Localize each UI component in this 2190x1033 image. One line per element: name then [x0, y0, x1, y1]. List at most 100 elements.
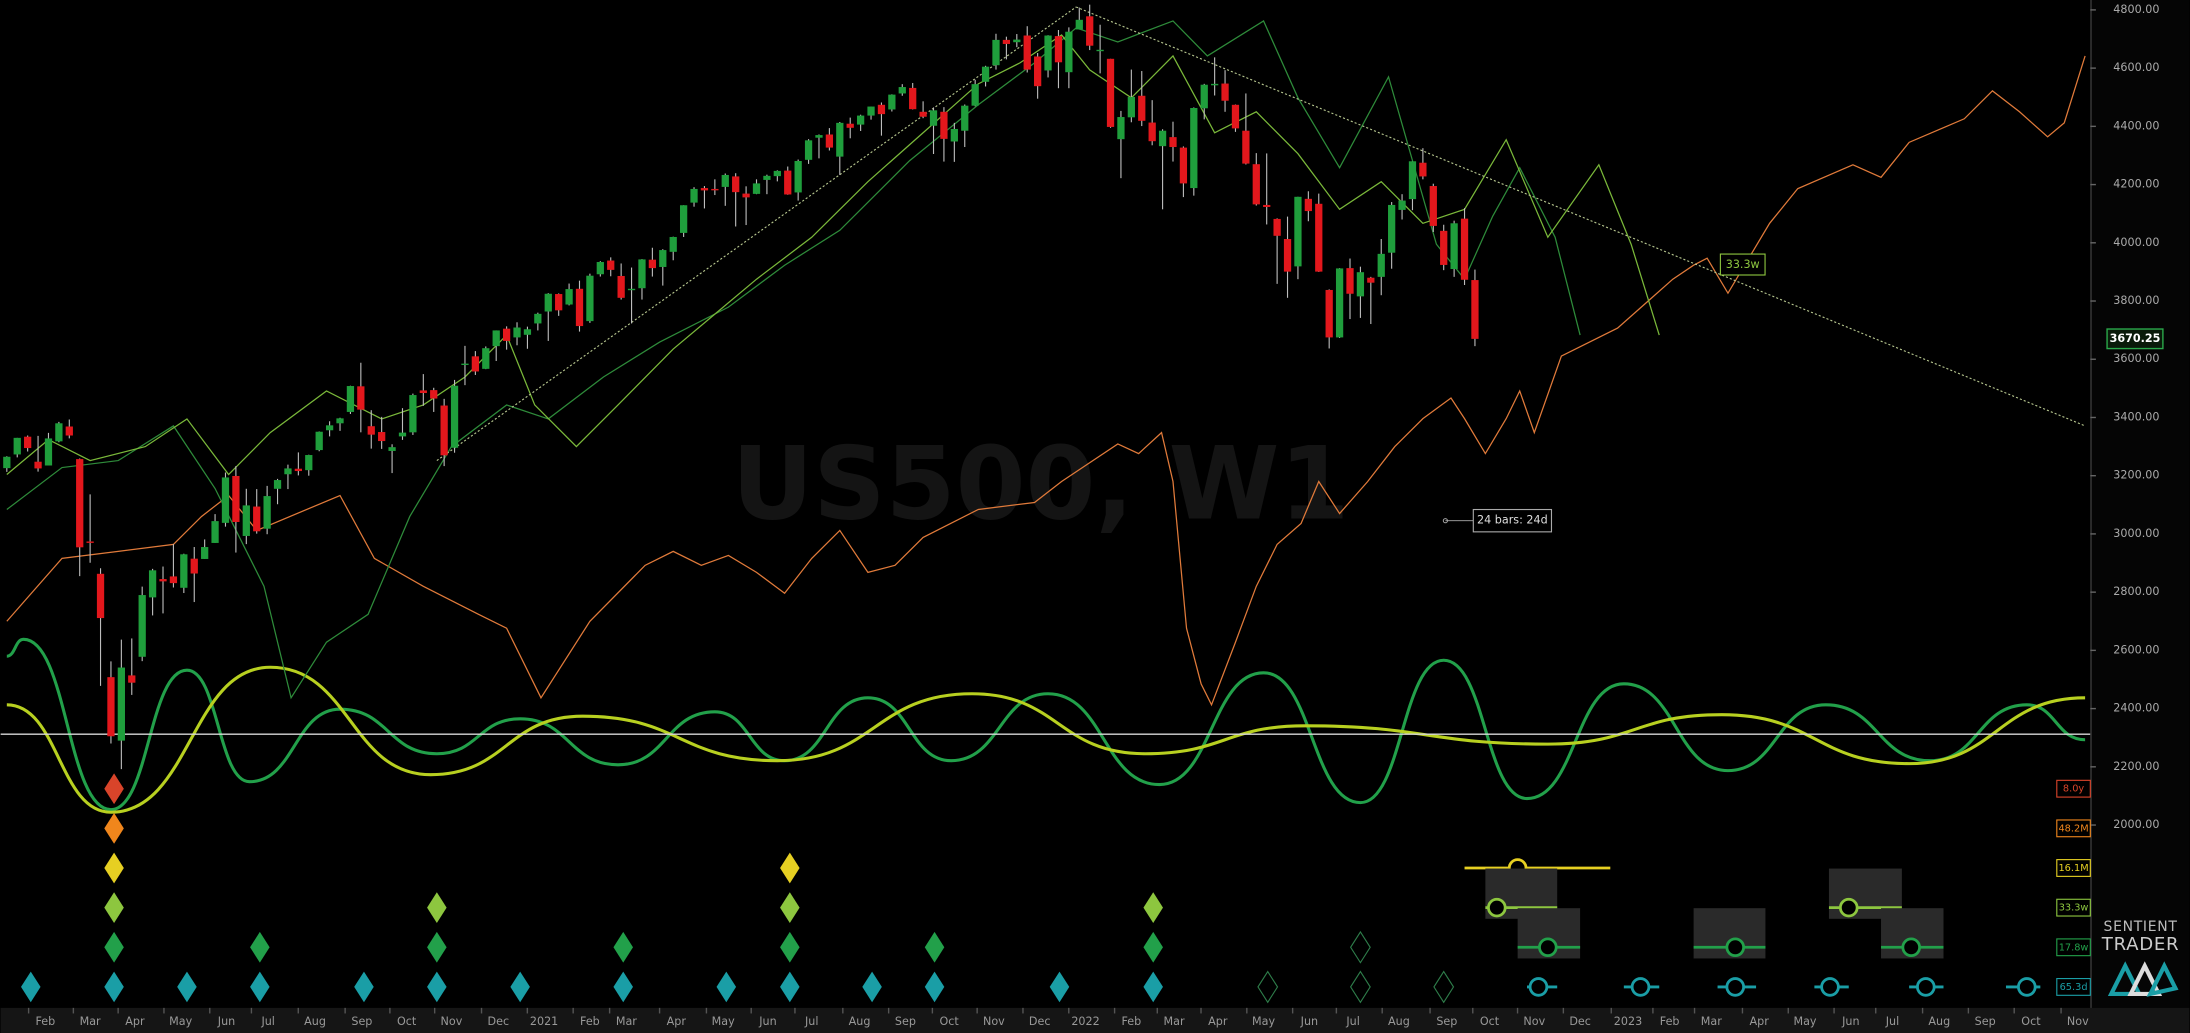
cycle-label: 48.2M	[2058, 823, 2088, 834]
x-tick-label: 2021	[530, 1015, 558, 1028]
cycle-trough-marker	[354, 971, 374, 1003]
cycle-label-box	[2056, 898, 2091, 917]
candle-body	[1086, 16, 1094, 46]
candle-body	[732, 176, 740, 193]
candle-body	[690, 188, 698, 203]
candle-body	[804, 140, 813, 160]
x-tick-label: Aug	[1928, 1015, 1950, 1028]
candle-body	[107, 677, 115, 737]
candle-body	[888, 94, 896, 110]
projection-marker	[1630, 977, 1651, 997]
brand-line2: TRADER	[2101, 934, 2180, 955]
x-tick-label: Oct	[2021, 1015, 2041, 1028]
projection-marker	[1916, 977, 1936, 997]
cycle-label: 65.3d	[2060, 982, 2088, 993]
candle-body	[909, 87, 917, 110]
x-tick-label: Mar	[80, 1015, 101, 1028]
cycle-trough-marker	[510, 971, 530, 1003]
candle-body	[148, 570, 157, 598]
candle-body	[1377, 253, 1385, 277]
candle-body	[128, 675, 136, 683]
x-tick-label: Feb	[1121, 1015, 1141, 1028]
cycle-label-box	[2056, 859, 2091, 877]
candle-body	[305, 455, 313, 471]
x-tick-label: May	[1793, 1015, 1816, 1028]
candle-body	[700, 188, 709, 191]
candle-body	[856, 115, 865, 125]
candle-body	[1440, 230, 1448, 265]
x-tick-label: Jun	[1300, 1015, 1318, 1028]
candle-body	[773, 170, 781, 177]
candle-body	[1304, 198, 1312, 212]
candle-body	[471, 356, 480, 372]
candle-body	[253, 506, 261, 532]
candle-body	[1179, 147, 1188, 184]
candle-body	[898, 87, 906, 94]
candle-body	[971, 84, 979, 106]
x-tick-label: Sep	[1436, 1015, 1457, 1028]
candle-body	[794, 160, 802, 193]
candle-body	[1106, 58, 1115, 127]
candle-body	[1221, 83, 1229, 101]
candle-body	[1450, 223, 1458, 269]
cycle-label-box	[2056, 938, 2091, 957]
cycle-trough-marker-hollow	[1433, 970, 1455, 1004]
x-tick-label: Nov	[2067, 1015, 2089, 1028]
candle-body	[1127, 96, 1135, 118]
candle-body	[825, 134, 834, 148]
candle-body	[565, 289, 573, 305]
y-tick-label: 3000.00	[2113, 527, 2159, 540]
x-tick-label: Jun	[217, 1015, 235, 1028]
candle-body	[388, 447, 396, 451]
candle-body	[409, 395, 417, 433]
candle-body	[721, 174, 729, 187]
y-tick-label: 3400.00	[2113, 410, 2159, 423]
candle-body	[679, 205, 688, 233]
x-tick-label: Sep	[895, 1015, 916, 1028]
candle-body	[575, 288, 584, 327]
candle-body	[1429, 186, 1437, 226]
x-tick-label: May	[1252, 1015, 1275, 1028]
y-tick-label: 2400.00	[2113, 702, 2159, 715]
overlay-line	[6, 55, 2086, 707]
candle-body	[981, 66, 990, 82]
candle-body	[201, 547, 209, 559]
candle-body	[346, 386, 355, 412]
y-tick-label: 4400.00	[2113, 119, 2159, 132]
candle-body	[169, 576, 178, 584]
x-tick-label: 2022	[1071, 1015, 1099, 1028]
projection-marker	[1487, 897, 1507, 918]
candle-body	[1346, 268, 1354, 294]
x-tick-label: Jun	[1841, 1015, 1859, 1028]
cycle-trough-marker	[21, 971, 41, 1003]
candle-body	[1315, 203, 1323, 272]
candle-body	[367, 426, 375, 435]
candle-body	[284, 468, 292, 475]
x-tick-label: Apr	[1750, 1015, 1770, 1028]
y-tick-label: 4800.00	[2113, 3, 2159, 16]
x-tick-label: Jul	[260, 1015, 274, 1028]
projection-marker	[1820, 977, 1840, 997]
candle-body	[1054, 36, 1063, 63]
candle-body	[1388, 204, 1396, 253]
candle-body	[315, 431, 323, 451]
candle-body	[919, 111, 927, 117]
brand-logo	[2107, 961, 2179, 997]
cycle-label: 33.3w	[2059, 903, 2089, 914]
cycle-label-box	[2056, 977, 2091, 996]
watermark: US500, W1	[732, 426, 1350, 543]
candle-body	[523, 329, 532, 335]
candle-body	[461, 363, 469, 366]
candle-body	[544, 293, 552, 312]
candle-body	[1263, 204, 1271, 207]
candle-body	[24, 436, 32, 449]
cycle-trough-marker	[1049, 971, 1070, 1003]
cycle-trough-marker	[104, 971, 124, 1003]
price-axis-panel	[2090, 0, 2190, 1033]
candle-body	[1471, 280, 1479, 339]
candle-body	[555, 294, 563, 311]
projection-marker	[1538, 937, 1558, 958]
candle-body	[1283, 239, 1292, 272]
x-tick-label: 2023	[1614, 1015, 1642, 1028]
